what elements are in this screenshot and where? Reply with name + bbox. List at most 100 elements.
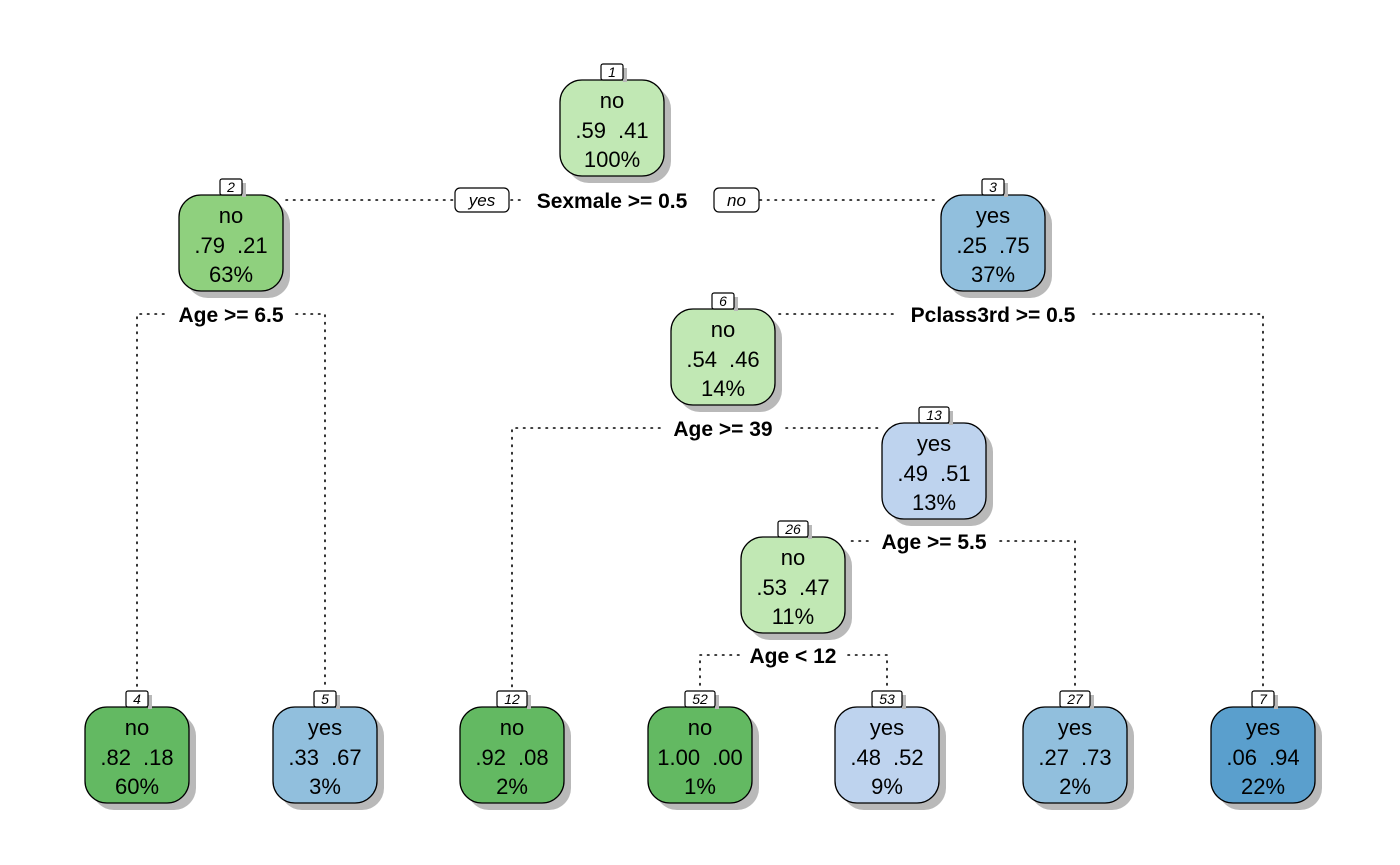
node-probs: 1.00 .00 [657,745,742,770]
node-probs: .82 .18 [100,745,173,770]
node-class: no [688,715,712,740]
node-prob-no: .49 [897,461,928,486]
node-prob-no: .48 [850,745,881,770]
node-id-tag: 1 [600,63,627,82]
edge-6-12 [511,427,661,689]
node-percent: 60% [115,774,159,799]
node-percent: 3% [309,774,341,799]
node-probs: .49 .51 [897,461,970,486]
tree-node-52: 52 no 1.00 .00 1% [647,690,759,810]
node-class: yes [976,203,1010,228]
node-probs: .33 .67 [288,745,361,770]
tree-node-13: 13 yes .49 .51 13% [881,406,993,526]
node-id-tag: 7 [1251,690,1278,709]
node-id-tag: 5 [313,690,340,709]
node-prob-yes: .94 [1269,745,1300,770]
tree-edges [136,199,1264,689]
node-probs: .92 .08 [475,745,548,770]
node-probs: .06 .94 [1226,745,1299,770]
node-id-tag: 6 [711,292,738,311]
node-prob-no: .27 [1038,745,1069,770]
node-class: yes [1058,715,1092,740]
node-percent: 2% [496,774,528,799]
node-percent: 13% [912,490,956,515]
node-percent: 22% [1241,774,1285,799]
node-probs: .27 .73 [1038,745,1111,770]
split-label-node-26: Age < 12 [750,645,837,668]
tree-node-3: 3 yes .25 .75 37% [940,178,1052,298]
tree-node-27: 27 yes .27 .73 2% [1022,690,1134,810]
node-id-tag: 27 [1059,690,1094,709]
node-prob-yes: .73 [1081,745,1112,770]
node-probs: .48 .52 [850,745,923,770]
node-percent: 37% [971,262,1015,287]
node-id: 52 [692,691,708,707]
node-probs: .79 .21 [194,233,267,258]
edge-label-no: no [713,187,760,213]
node-prob-yes: .21 [237,233,268,258]
node-id: 4 [133,691,141,707]
node-prob-no: .92 [475,745,506,770]
tree-node-7: 7 yes .06 .94 22% [1210,690,1322,810]
node-percent: 63% [209,262,253,287]
node-id: 1 [608,64,616,80]
edge-3-7 [1092,313,1264,689]
tree-node-6: 6 no .54 .46 14% [670,292,782,412]
tree-node-5: 5 yes .33 .67 3% [272,690,384,810]
node-prob-yes: .47 [799,575,830,600]
node-probs: .54 .46 [686,347,759,372]
node-class: no [711,317,735,342]
node-id: 13 [926,407,942,423]
node-prob-yes: .75 [999,233,1030,258]
node-id-tag: 53 [871,690,906,709]
node-class: yes [1246,715,1280,740]
node-class: yes [917,431,951,456]
node-id: 26 [784,521,801,537]
edge-2-4 [136,313,165,689]
split-label-node-6: Age >= 39 [673,418,772,441]
node-class: no [500,715,524,740]
svg-text:no: no [727,191,746,210]
split-label-node-1: Sexmale >= 0.5 [537,190,688,213]
node-prob-yes: .67 [331,745,362,770]
edge-label-yes: yes [454,187,510,213]
node-class: no [125,715,149,740]
node-prob-yes: .08 [518,745,549,770]
tree-node-26: 26 no .53 .47 11% [740,520,852,640]
node-prob-yes: .18 [143,745,174,770]
node-prob-no: 1.00 [657,745,700,770]
node-id-tag: 4 [125,690,152,709]
node-id: 5 [321,691,329,707]
node-prob-yes: .51 [940,461,971,486]
node-id: 2 [226,179,235,195]
node-probs: .59 .41 [575,118,648,143]
node-percent: 11% [772,604,814,629]
node-prob-no: .82 [100,745,131,770]
node-id-tag: 13 [918,406,953,425]
node-prob-no: .25 [956,233,987,258]
node-class: yes [870,715,904,740]
node-probs: .25 .75 [956,233,1029,258]
split-label-node-3: Pclass3rd >= 0.5 [911,304,1076,327]
node-prob-no: .54 [686,347,717,372]
edge-26-53 [847,654,888,689]
node-id: 6 [719,293,727,309]
node-percent: 14% [701,376,745,401]
node-prob-yes: .52 [893,745,924,770]
node-id-tag: 12 [496,690,531,709]
node-id-tag: 26 [777,520,812,539]
node-id-tag: 3 [981,178,1008,197]
node-id: 53 [879,691,895,707]
split-label-node-13: Age >= 5.5 [881,531,986,554]
node-id: 27 [1066,691,1084,707]
split-label-node-2: Age >= 6.5 [178,304,283,327]
node-percent: 9% [871,774,903,799]
node-prob-yes: .46 [729,347,760,372]
node-prob-no: .53 [756,575,787,600]
node-prob-no: .33 [288,745,319,770]
edge-13-27 [999,540,1076,689]
node-class: no [219,203,243,228]
node-prob-no: .79 [194,233,225,258]
node-prob-no: .59 [575,118,606,143]
